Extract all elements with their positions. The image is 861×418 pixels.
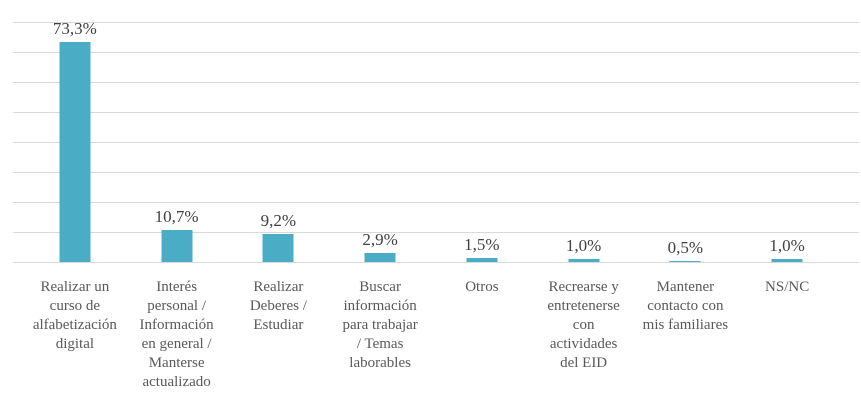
plot-area [13,22,859,263]
bars-row: 73,3% 10,7% 9,2% 2,9% 1,5% 1,0% 0,5% 1,0% [24,19,838,262]
x-axis-label: Recrearse y entretenerse con actividades… [547,279,620,371]
x-axis-labels: Realizar un curso de alfabetización digi… [24,278,838,392]
bar [161,229,193,262]
bar-value-label: 73,3% [52,19,97,39]
bar-group: 9,2% [228,22,330,262]
x-axis-label: Realizar Deberes / Estudiar [249,279,307,333]
bar-value-label: 0,5% [667,237,704,257]
bar [364,253,396,262]
x-axis-label: NS/NC [765,279,810,295]
x-axis-label: Buscar información para trabajar / Temas… [342,279,418,371]
bar [771,259,803,262]
bar [59,42,91,262]
bar-group: 1,0% [533,22,635,262]
bar-value-label: 2,9% [362,230,398,250]
bar [262,234,294,262]
bar [466,257,498,262]
bar-group: 73,3% [24,19,126,262]
bar-value-label: 1,0% [565,236,602,255]
bar-group: 0,5% [635,22,737,262]
bar-group: 1,0% [736,22,838,262]
bar-group: 10,7% [126,22,228,262]
bar [669,260,701,262]
x-axis-label: Mantener contacto con mis familiares [642,279,729,333]
x-axis-label: Otros [465,279,499,295]
bar-group: 1,5% [431,22,533,262]
bar-value-label: 1,5% [464,234,500,254]
x-axis-label: Realizar un curso de alfabetización digi… [32,279,117,352]
bar-value-label: 9,2% [260,211,297,231]
bar [568,259,600,262]
bar-group: 2,9% [329,22,431,262]
x-axis-label: Interés personal / Información en genera… [139,279,214,390]
bar-value-label: 1,0% [769,236,805,255]
bar-value-label: 10,7% [154,206,199,226]
